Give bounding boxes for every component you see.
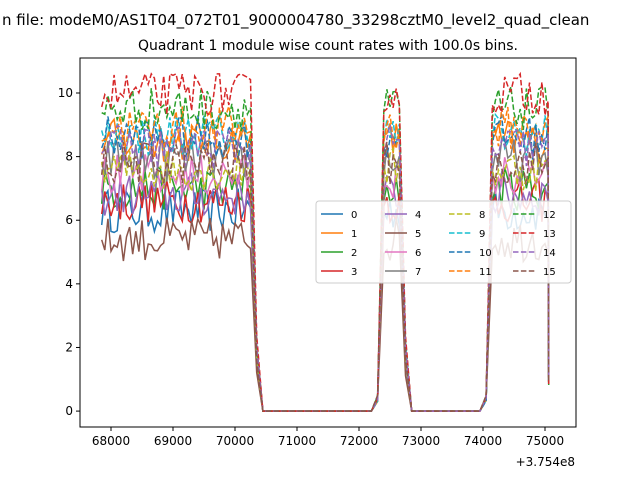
x-tick-label: 72000: [340, 434, 378, 448]
series-line-15: [100, 141, 550, 412]
series-line-8: [100, 146, 550, 412]
plot-frame: [79, 57, 577, 428]
y-axis: 0 2 4 6 8 10: [58, 86, 80, 418]
y-tick-label: 6: [65, 213, 73, 227]
legend-label-13: 13: [543, 229, 556, 240]
x-tick-label: 68000: [92, 434, 130, 448]
y-tick-label: 4: [65, 277, 73, 291]
y-tick-label: 8: [65, 150, 73, 164]
legend-label-5: 5: [415, 229, 421, 240]
y-tick-label: 0: [65, 404, 73, 418]
y-tick-label: 2: [65, 340, 73, 354]
legend-label-14: 14: [543, 248, 556, 259]
y-tick-label: 10: [58, 86, 73, 100]
x-axis: 68000 69000 70000 71000 72000 73000 74000 75000: [92, 427, 564, 448]
chart-title: Quadrant 1 module wise count rates with …: [138, 38, 518, 54]
legend-label-10: 10: [479, 248, 492, 259]
legend-label-6: 6: [415, 248, 421, 259]
series-line-13: [100, 71, 550, 412]
legend-label-3: 3: [351, 267, 357, 278]
legend-box: [315, 200, 572, 284]
x-tick-label: 69000: [154, 434, 192, 448]
series-line-7: [100, 138, 550, 412]
x-tick-label: 70000: [216, 434, 254, 448]
legend-label-12: 12: [543, 210, 556, 221]
legend-label-11: 11: [479, 267, 492, 278]
legend-label-2: 2: [351, 248, 357, 259]
x-tick-label: 74000: [464, 434, 502, 448]
legend-label-0: 0: [351, 210, 357, 221]
series-line-14: [101, 124, 550, 412]
x-tick-label: 71000: [278, 434, 316, 448]
legend-label-7: 7: [415, 267, 421, 278]
legend-label-8: 8: [479, 210, 485, 221]
series-layer: [100, 71, 550, 412]
x-tick-label: 73000: [402, 434, 440, 448]
legend-label-9: 9: [479, 229, 485, 240]
x-tick-label: 75000: [526, 434, 564, 448]
legend-label-1: 1: [351, 229, 357, 240]
suptitle: n file: modeM0/AS1T04_072T01_9000004780_…: [2, 11, 589, 30]
series-line-10: [100, 113, 550, 412]
legend-label-15: 15: [543, 267, 556, 278]
legend-label-4: 4: [415, 210, 421, 221]
x-offset-text: +3.754e8: [516, 455, 575, 469]
